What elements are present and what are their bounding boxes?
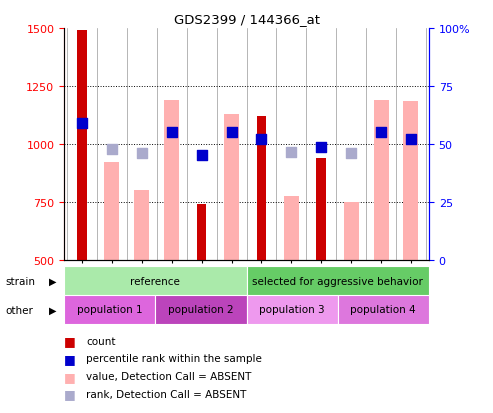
- Point: [168, 130, 176, 136]
- Bar: [105, 163, 119, 260]
- Text: population 3: population 3: [259, 305, 325, 315]
- Bar: [197, 205, 207, 260]
- Point: [347, 150, 355, 157]
- Point: [138, 150, 146, 157]
- Bar: [77, 31, 87, 260]
- Text: population 1: population 1: [77, 305, 142, 315]
- Point: [78, 121, 86, 127]
- Text: ▶: ▶: [49, 305, 57, 315]
- Bar: [64, 295, 155, 324]
- Bar: [344, 202, 358, 260]
- Text: ■: ■: [64, 387, 76, 401]
- Point: [108, 146, 116, 152]
- Bar: [338, 295, 429, 324]
- Bar: [155, 295, 246, 324]
- Text: population 4: population 4: [351, 305, 416, 315]
- Text: ▶: ▶: [49, 276, 57, 286]
- Bar: [317, 159, 326, 260]
- Text: rank, Detection Call = ABSENT: rank, Detection Call = ABSENT: [86, 389, 246, 399]
- Text: ■: ■: [64, 352, 76, 365]
- Point: [377, 130, 385, 136]
- Text: percentile rank within the sample: percentile rank within the sample: [86, 354, 262, 363]
- Bar: [403, 102, 419, 260]
- Text: other: other: [5, 305, 33, 315]
- Text: ■: ■: [64, 370, 76, 383]
- Point: [317, 145, 325, 151]
- Text: reference: reference: [130, 276, 180, 286]
- Bar: [246, 266, 429, 295]
- Point: [407, 137, 415, 143]
- Title: GDS2399 / 144366_at: GDS2399 / 144366_at: [174, 13, 319, 26]
- Text: ■: ■: [64, 334, 76, 347]
- Text: strain: strain: [5, 276, 35, 286]
- Point: [228, 130, 236, 136]
- Bar: [164, 101, 179, 260]
- Point: [257, 137, 265, 143]
- Bar: [64, 266, 246, 295]
- Text: selected for aggressive behavior: selected for aggressive behavior: [252, 276, 423, 286]
- Bar: [284, 197, 299, 260]
- Text: value, Detection Call = ABSENT: value, Detection Call = ABSENT: [86, 371, 251, 381]
- Bar: [374, 101, 388, 260]
- Text: count: count: [86, 336, 116, 346]
- Text: population 2: population 2: [168, 305, 234, 315]
- Point: [198, 153, 206, 159]
- Bar: [246, 295, 338, 324]
- Bar: [257, 117, 266, 260]
- Bar: [135, 191, 149, 260]
- Point: [287, 150, 295, 156]
- Bar: [224, 114, 239, 260]
